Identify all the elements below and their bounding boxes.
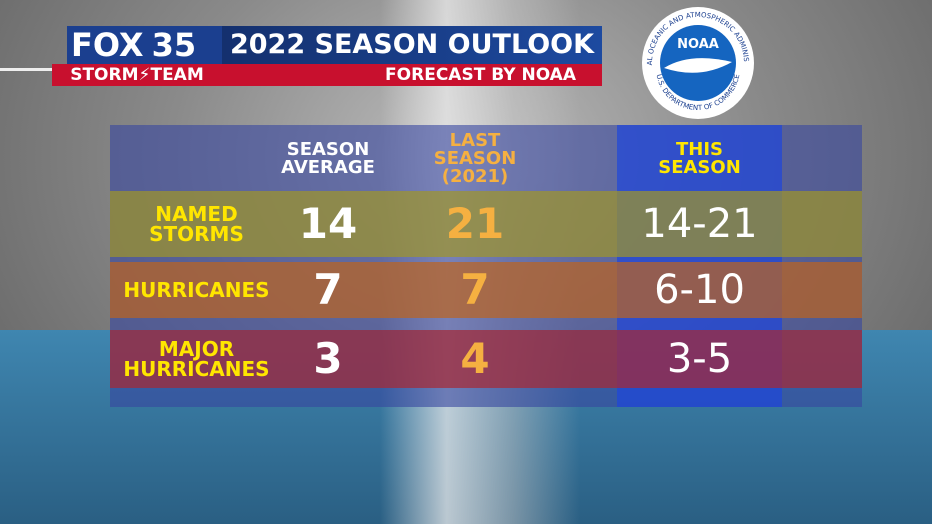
row-label: MAJOR HURRICANES	[110, 330, 283, 388]
cell-value: 3	[313, 334, 343, 383]
logo-team-1: STORM	[70, 65, 139, 85]
text-line: NAMED	[155, 202, 238, 226]
row-band	[110, 330, 862, 388]
cell-value: 7	[313, 265, 343, 314]
logo-top: FOX 35	[67, 26, 222, 64]
text-line: THIS	[675, 139, 723, 160]
cell-value: 7	[460, 265, 490, 314]
text-line: SEASON	[658, 157, 741, 178]
text-line: AVERAGE	[281, 157, 375, 178]
column-header: LAST SEASON (2021)	[430, 128, 520, 190]
subtitle: FORECAST BY NOAA	[222, 64, 602, 86]
text-line: SEASON	[286, 139, 370, 160]
logo-brand: FOX	[71, 26, 144, 64]
cell-value: 14-21	[641, 201, 758, 247]
text-line: LAST	[449, 130, 501, 151]
logo-channel: 35	[151, 26, 197, 64]
row-band	[110, 262, 862, 318]
column-header: SEASON AVERAGE	[281, 128, 375, 190]
cell-value: 21	[445, 199, 505, 248]
cell-value: 14	[298, 199, 358, 248]
rule	[0, 68, 70, 71]
cell-value: 3-5	[666, 336, 733, 382]
text-line: (2021)	[441, 166, 509, 187]
column-header: THIS SEASON	[617, 128, 782, 190]
title: 2022 SEASON OUTLOOK	[222, 26, 602, 64]
row-label: NAMED STORMS	[110, 191, 283, 257]
text-line: STORMS	[149, 222, 244, 246]
text-line: SEASON	[433, 148, 517, 169]
row-band	[110, 191, 862, 257]
cell-value: 6-10	[654, 267, 745, 313]
row-label: HURRICANES	[110, 262, 283, 318]
logo-team-2: TEAM	[150, 65, 204, 85]
logo-gull	[664, 58, 732, 73]
cell-value: 4	[460, 334, 490, 383]
text-line: HURRICANES	[123, 357, 270, 381]
text-line: MAJOR	[158, 337, 235, 361]
logo-team: STORM⚡TEAM	[52, 64, 222, 86]
logo-name: NOAA	[677, 37, 719, 52]
text-line: HURRICANES	[123, 278, 270, 302]
noaa-logo: NATIONAL OCEANIC AND ATMOSPHERIC ADMINIS…	[630, 2, 754, 119]
